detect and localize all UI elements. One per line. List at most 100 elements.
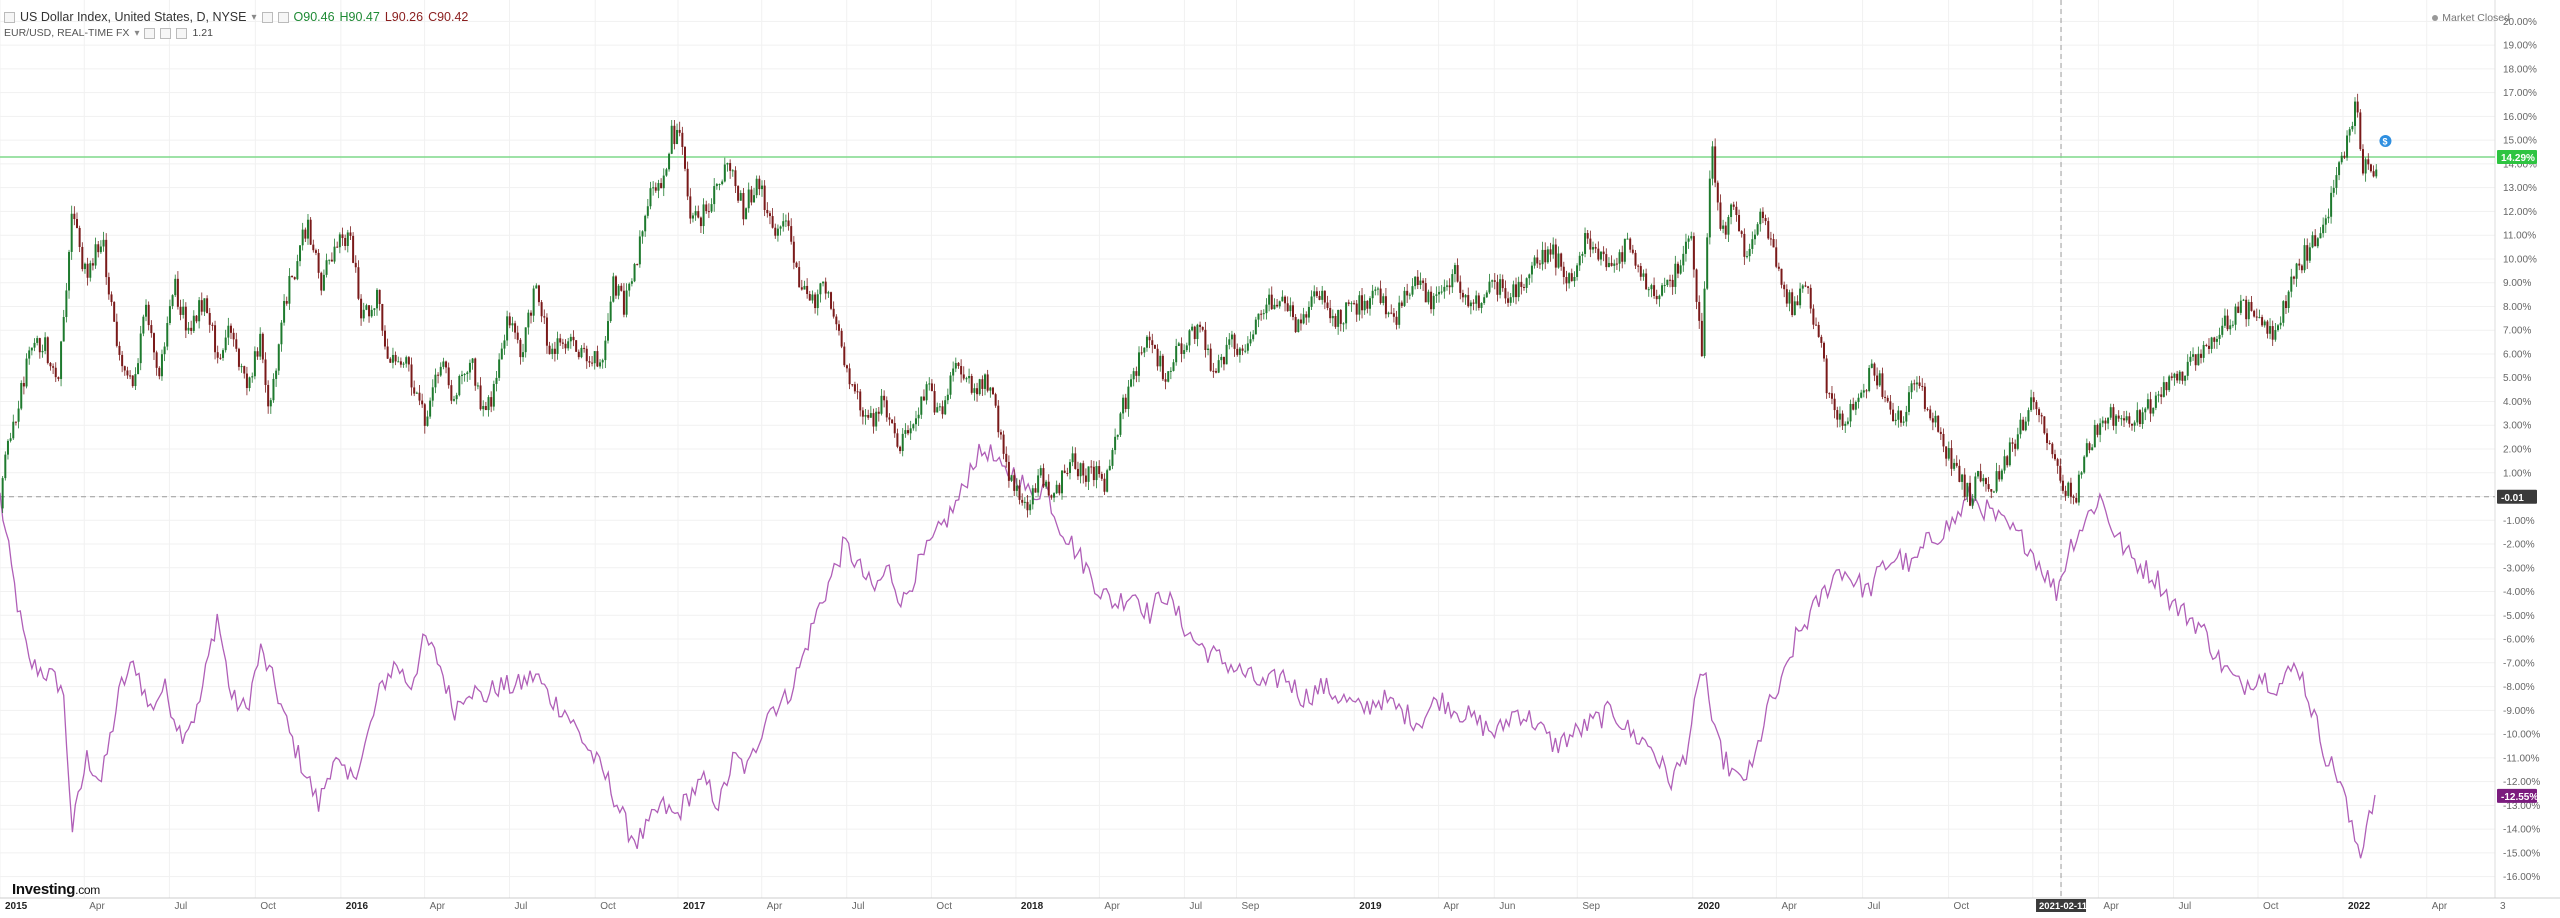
candle-body — [1557, 253, 1560, 268]
symbol-title[interactable]: US Dollar Index, United States, D, NYSE — [20, 10, 247, 24]
alert-marker-icon[interactable] — [2379, 135, 2392, 148]
compare-hide-icon[interactable] — [160, 27, 172, 39]
candle-body — [60, 341, 63, 379]
candle-body — [1010, 475, 1013, 481]
candle-body — [1815, 324, 1818, 326]
candle-body — [816, 294, 819, 309]
compare-symbol-title[interactable]: EUR/USD, REAL-TIME FX — [4, 27, 130, 39]
candle-body — [2234, 306, 2237, 325]
candle-body — [1169, 370, 1172, 372]
status-dot-icon — [2432, 15, 2439, 21]
candle-body — [1350, 303, 1353, 305]
candle-body — [299, 245, 302, 262]
settings-box-icon[interactable] — [261, 11, 273, 23]
candle-body — [102, 239, 105, 247]
close-value: C90.42 — [428, 10, 469, 24]
y-tick-label: 13.00% — [2503, 183, 2537, 194]
candle-body — [97, 244, 100, 253]
candle-body — [6, 440, 9, 455]
candle-body — [317, 252, 320, 273]
candle-body — [2141, 412, 2144, 425]
candle-body — [2303, 245, 2306, 271]
candle-body — [514, 323, 517, 333]
y-tick-label: 9.00% — [2503, 278, 2531, 289]
candle-body — [952, 368, 955, 376]
candle-body — [1777, 266, 1780, 269]
candle-body — [835, 316, 838, 325]
candle-body — [306, 219, 309, 239]
candle-body — [1923, 386, 1926, 409]
candle-body — [2332, 187, 2335, 193]
candle-body — [99, 246, 102, 253]
chevron-down-icon[interactable]: ▾ — [134, 27, 140, 39]
collapse-legend-icon[interactable] — [4, 11, 15, 23]
candle-body — [1650, 285, 1653, 290]
candle-body — [556, 338, 559, 354]
candle-body — [460, 374, 463, 377]
candle-body — [1581, 253, 1584, 256]
x-tick-label: 2018 — [1021, 901, 1044, 912]
chevron-down-icon[interactable]: ▾ — [251, 11, 257, 23]
compare-remove-icon[interactable] — [176, 27, 188, 39]
candle-body — [2101, 420, 2104, 424]
candle-body — [163, 346, 166, 355]
zero-badge-bg — [2497, 489, 2537, 504]
candle-body — [1111, 450, 1114, 466]
x-tick-label: Jul — [1868, 901, 1881, 912]
candle-body — [1122, 397, 1125, 414]
candle-body — [976, 388, 979, 395]
candle-body — [1400, 302, 1403, 306]
candle-body — [1257, 313, 1260, 320]
candle-body — [1562, 266, 1565, 278]
candle-body — [508, 316, 511, 326]
candle-body — [126, 370, 129, 376]
candle-body — [190, 327, 193, 331]
candle-body — [540, 302, 543, 317]
candle-body — [36, 338, 39, 343]
candle-body — [1050, 495, 1053, 498]
candle-body — [1480, 303, 1483, 308]
candle-body — [73, 213, 76, 220]
candle-body — [1854, 402, 1857, 410]
candle-body — [2226, 315, 2229, 330]
candle-body — [410, 364, 413, 388]
candle-body — [1990, 489, 1993, 492]
candle-body — [2035, 402, 2038, 410]
hide-series-icon[interactable] — [277, 11, 289, 23]
candle-body — [240, 366, 243, 368]
candle-body — [484, 406, 487, 411]
candle-body — [2104, 420, 2107, 424]
candle-body — [134, 374, 137, 387]
candle-body — [195, 315, 198, 322]
candle-body — [1453, 265, 1456, 275]
candle-body — [1106, 470, 1109, 492]
candle-body — [1302, 314, 1305, 324]
candle-body — [1005, 453, 1008, 462]
candle-body — [1905, 411, 1908, 422]
candle-body — [402, 363, 405, 365]
candle-body — [1246, 343, 1249, 351]
compare-settings-icon[interactable] — [144, 27, 156, 39]
compare-symbol-row[interactable]: EUR/USD, REAL-TIME FX ▾ 1.21 — [4, 26, 468, 40]
candle-body — [1353, 303, 1356, 305]
candle-body — [753, 195, 756, 203]
candle-body — [179, 306, 182, 315]
candle-body — [397, 361, 400, 363]
candle-body — [145, 304, 148, 317]
candle-body — [723, 164, 726, 182]
candle-body — [1138, 352, 1141, 376]
candle-body — [38, 338, 41, 353]
candle-body — [2237, 306, 2240, 313]
candle-body — [1207, 348, 1210, 351]
candle-body — [1785, 289, 1788, 304]
x-tick-label: Jul — [1189, 901, 1202, 912]
main-symbol-row[interactable]: US Dollar Index, United States, D, NYSE … — [4, 8, 468, 26]
candle-body — [742, 193, 745, 220]
candle-body — [2192, 354, 2195, 357]
candle-body — [370, 309, 373, 317]
candle-body — [198, 300, 201, 322]
candle-body — [495, 377, 498, 384]
candle-body — [516, 332, 519, 340]
